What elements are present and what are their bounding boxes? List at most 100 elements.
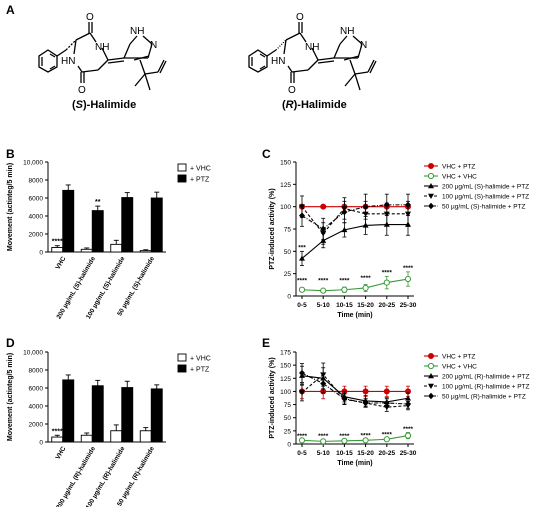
- series-line: [301, 435, 409, 442]
- y-tick-label: 8000: [29, 178, 44, 185]
- y-tick-label: 0: [39, 250, 43, 257]
- data-point: [427, 362, 435, 370]
- series-line: [301, 204, 408, 230]
- significance-label: ****: [297, 278, 308, 285]
- y-tick-label: 4000: [29, 214, 44, 221]
- data-point: [362, 437, 369, 444]
- y-tick-label: 100: [280, 204, 291, 211]
- legend-swatch: [177, 364, 187, 373]
- significance-label: **: [95, 199, 101, 206]
- data-point: [404, 432, 412, 439]
- y-axis-label: PTZ-induced activity (%): [269, 357, 276, 438]
- nh-imid-r: NH: [340, 26, 354, 37]
- x-tick-label: 20-25: [378, 450, 395, 457]
- y-tick-label: 50: [284, 415, 292, 422]
- y-tick-label: 125: [280, 376, 291, 383]
- panel-label-b: B: [6, 147, 15, 161]
- data-point: [299, 255, 305, 261]
- significance-label: ****: [382, 270, 393, 277]
- x-tick-label: 10-15: [336, 450, 353, 457]
- y-tick-label: 25: [284, 271, 292, 278]
- y-tick-label: 175: [280, 350, 291, 357]
- bar: [51, 436, 64, 443]
- legend-swatch: [177, 174, 187, 183]
- y-tick-label: 10,000: [23, 350, 43, 357]
- x-axis-label: Time (min): [337, 312, 372, 319]
- oxygen-top-s: O: [86, 12, 94, 23]
- y-tick-label: 100: [280, 389, 291, 396]
- structure-r-halimide: O O NH HN NH N (R)-Halimide: [248, 12, 377, 111]
- series-line: [301, 206, 408, 235]
- significance-label: ****: [318, 278, 329, 285]
- data-point: [320, 380, 327, 387]
- significance-label: ****: [297, 433, 308, 440]
- panel-label-e: E: [262, 336, 270, 350]
- legend-label: 100 µg/mL (S)-halimide + PTZ: [442, 194, 529, 201]
- data-point: [428, 392, 434, 400]
- significance-label: ****: [52, 239, 63, 246]
- legend-swatch: [177, 163, 187, 172]
- y-tick-label: 25: [284, 428, 292, 435]
- y-tick-label: 2000: [29, 232, 44, 239]
- chart-e: 0 25 50 75 100 125 150 175 0-5 5-10 10-15 15-20 20-2…: [269, 350, 530, 468]
- significance-label: ****: [52, 428, 63, 435]
- legend-swatch: [177, 353, 187, 362]
- significance-label: ***: [298, 245, 306, 252]
- structure-s-halimide: O O NH HN NH N (S)-Halimide: [38, 12, 167, 111]
- bar: [110, 430, 123, 443]
- significance-label: ****: [361, 433, 372, 440]
- significance-label: ****: [361, 275, 372, 282]
- legend-label: 100 µg/mL (R)-halimide + PTZ: [442, 384, 530, 391]
- oxygen-bottom-r: O: [288, 85, 296, 96]
- data-point: [362, 399, 369, 407]
- legend-label: VHC + VHC: [442, 174, 477, 181]
- data-point: [383, 279, 390, 286]
- bar: [121, 387, 134, 443]
- legend-label: + VHC: [190, 166, 211, 173]
- data-point: [299, 369, 305, 377]
- significance-label: ****: [403, 426, 414, 433]
- bar: [62, 379, 75, 443]
- chart-c: 0 25 50 75 100 125 150 0-5 5-10 10-15 15-20 20-25 25…: [269, 160, 529, 320]
- hn-left-s: HN: [61, 56, 75, 67]
- legend-label: 200 µg/mL (S)-halimide + PTZ: [442, 184, 529, 191]
- x-tick-label: 0-5: [297, 302, 307, 309]
- x-tick-label: 5-10: [317, 450, 330, 457]
- data-point: [428, 373, 434, 379]
- y-tick-label: 0: [287, 442, 291, 449]
- y-tick-label: 8000: [29, 368, 44, 375]
- x-tick-label: 15-20: [357, 302, 374, 309]
- oxygen-top-r: O: [296, 12, 304, 23]
- legend-label: VHC + PTZ: [442, 164, 475, 171]
- y-tick-label: 75: [284, 227, 292, 234]
- data-point: [405, 395, 411, 401]
- data-point: [383, 399, 390, 407]
- series-line: [301, 373, 409, 408]
- data-point: [320, 287, 327, 294]
- bar: [150, 197, 163, 253]
- data-point: [341, 395, 348, 402]
- legend-label: + PTZ: [190, 177, 210, 184]
- data-point: [341, 208, 348, 216]
- y-axis-label: Movement (actinteg/5 min): [7, 163, 14, 251]
- series-line: [301, 223, 408, 259]
- hn-left-r: HN: [271, 56, 285, 67]
- x-axis-label: Time (min): [337, 460, 372, 467]
- data-point: [428, 183, 434, 189]
- bar: [51, 247, 64, 253]
- bar: [80, 248, 93, 253]
- legend-label: 200 µg/mL (R)-halimide + PTZ: [442, 374, 530, 381]
- structure-bonds-r: [248, 22, 377, 91]
- nh-right-s: NH: [95, 42, 109, 53]
- data-point: [404, 275, 412, 283]
- data-point: [428, 193, 434, 199]
- n-imid-s: N: [150, 40, 157, 51]
- y-tick-label: 6000: [29, 386, 44, 393]
- legend-label: 50 µg/mL (R)-halimide + PTZ: [442, 394, 526, 401]
- data-point: [383, 201, 390, 209]
- data-point: [341, 437, 348, 444]
- bar: [91, 385, 104, 443]
- x-tick-label: 25-30: [400, 302, 417, 309]
- nh-imid-s: NH: [130, 26, 144, 37]
- significance-label: ****: [339, 433, 350, 440]
